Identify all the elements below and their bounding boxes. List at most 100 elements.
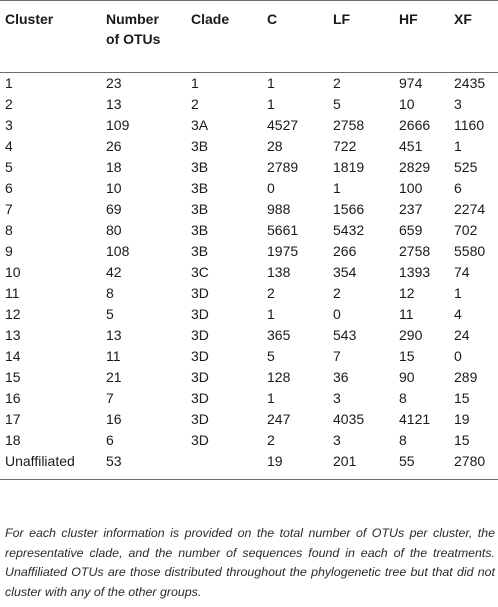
- cell-hf: 55: [399, 451, 454, 480]
- cell-clade: 3D: [191, 348, 209, 364]
- cell-hf: 974: [399, 75, 423, 91]
- cell-cluster: 11: [5, 285, 20, 301]
- cell-hf: 290: [399, 327, 423, 343]
- cell-lf: 266: [333, 243, 357, 259]
- cell-xf: 2435: [454, 75, 486, 91]
- cell-lf: 0: [333, 306, 341, 322]
- table-row: 9 108 3B 1975 266 2758 5580: [0, 241, 498, 262]
- cell-cluster: 3: [5, 117, 13, 133]
- cell-otus: 8: [106, 285, 114, 301]
- cell-cluster: 14: [5, 348, 21, 364]
- cell-cluster: Unaffiliated: [0, 451, 106, 480]
- cell-c: 1: [267, 75, 275, 91]
- cell-otus: 13: [106, 96, 122, 112]
- cell-hf: 451: [399, 138, 423, 154]
- header-otus-line2: of OTUs: [106, 31, 161, 47]
- table-container: Cluster Number of OTUs Clade C LF HF XF 1…: [0, 0, 498, 480]
- cell-cluster: 16: [5, 390, 21, 406]
- cell-hf: 4121: [399, 411, 431, 427]
- cell-clade: 3D: [191, 432, 209, 448]
- cell-cluster: 9: [5, 243, 13, 259]
- cell-hf: 8: [399, 390, 407, 406]
- table-row: 12 5 3D 1 0 11 4: [0, 304, 498, 325]
- cell-otus: 23: [106, 75, 122, 91]
- cell-hf: 90: [399, 369, 415, 385]
- table-row: 11 8 3D 2 2 12 1: [0, 283, 498, 304]
- cell-cluster: 5: [5, 159, 13, 175]
- cell-hf: 15: [399, 348, 415, 364]
- cell-otus: 109: [106, 117, 130, 133]
- cell-otus: 69: [106, 201, 122, 217]
- cluster-table: Cluster Number of OTUs Clade C LF HF XF 1…: [0, 0, 498, 480]
- table-row: 4 26 3B 28 722 451 1: [0, 136, 498, 157]
- cell-lf: 201: [333, 451, 399, 480]
- cell-clade: 3B: [191, 180, 209, 196]
- cell-hf: 2758: [399, 243, 431, 259]
- cell-lf: 2: [333, 285, 341, 301]
- cell-xf: 3: [454, 96, 462, 112]
- table-header: Cluster Number of OTUs Clade C LF HF XF: [0, 0, 498, 73]
- cell-clade: 3D: [191, 411, 209, 427]
- header-row: Cluster Number of OTUs Clade C LF HF XF: [0, 0, 498, 73]
- cell-c: 988: [267, 201, 291, 217]
- cell-hf: 2829: [399, 159, 431, 175]
- table-row: 13 13 3D 365 543 290 24: [0, 325, 498, 346]
- cell-xf: 15: [454, 390, 470, 406]
- cell-hf: 1393: [399, 264, 431, 280]
- cell-otus: 13: [106, 327, 122, 343]
- table-row: 15 21 3D 128 36 90 289: [0, 367, 498, 388]
- cell-xf: 2780: [454, 451, 498, 480]
- cell-otus: 42: [106, 264, 122, 280]
- cell-clade: 3D: [191, 285, 209, 301]
- cell-c: 5: [267, 348, 275, 364]
- cell-lf: 5432: [333, 222, 365, 238]
- cell-c: 28: [267, 138, 283, 154]
- cell-lf: 4035: [333, 411, 365, 427]
- cell-otus: 16: [106, 411, 122, 427]
- cell-lf: 7: [333, 348, 341, 364]
- header-lf: LF: [333, 0, 399, 73]
- cell-hf: 10: [399, 96, 415, 112]
- cell-cluster: 12: [5, 306, 21, 322]
- cell-clade: 3B: [191, 159, 209, 175]
- cell-clade: 1: [191, 75, 199, 91]
- table-row: 17 16 3D 247 4035 4121 19: [0, 409, 498, 430]
- table-row: 10 42 3C 138 354 1393 74: [0, 262, 498, 283]
- cell-otus: 7: [106, 390, 114, 406]
- cell-otus: 10: [106, 180, 122, 196]
- cell-xf: 5580: [454, 243, 486, 259]
- cell-otus: 108: [106, 243, 130, 259]
- header-c: C: [267, 0, 333, 73]
- cell-hf: 11: [399, 306, 414, 322]
- table-row: 3 109 3A 4527 2758 2666 1160: [0, 115, 498, 136]
- cell-otus: 26: [106, 138, 122, 154]
- cell-c: 1: [267, 306, 275, 322]
- cell-cluster: 18: [5, 432, 21, 448]
- cell-c: 1: [267, 96, 275, 112]
- table-row: 5 18 3B 2789 1819 2829 525: [0, 157, 498, 178]
- table-row: 8 80 3B 5661 5432 659 702: [0, 220, 498, 241]
- cell-otus: 53: [106, 451, 191, 480]
- cell-lf: 2: [333, 75, 341, 91]
- table-row: 7 69 3B 988 1566 237 2274: [0, 199, 498, 220]
- header-hf: HF: [399, 0, 454, 73]
- cell-c: 0: [267, 180, 275, 196]
- cell-otus: 18: [106, 159, 122, 175]
- cell-cluster: 17: [5, 411, 21, 427]
- cell-lf: 543: [333, 327, 357, 343]
- cell-c: 1: [267, 390, 275, 406]
- cell-otus: 80: [106, 222, 122, 238]
- cell-lf: 722: [333, 138, 357, 154]
- cell-hf: 12: [399, 285, 415, 301]
- cell-c: 2789: [267, 159, 299, 175]
- cell-otus: 5: [106, 306, 114, 322]
- table-row: 16 7 3D 1 3 8 15: [0, 388, 498, 409]
- cell-c: 365: [267, 327, 291, 343]
- cell-clade: 3D: [191, 390, 209, 406]
- cell-otus: 6: [106, 432, 114, 448]
- cell-clade: 3A: [191, 117, 209, 133]
- cell-clade: 2: [191, 96, 199, 112]
- cell-xf: 6: [454, 180, 462, 196]
- cell-c: 2: [267, 432, 275, 448]
- cell-cluster: 15: [5, 369, 21, 385]
